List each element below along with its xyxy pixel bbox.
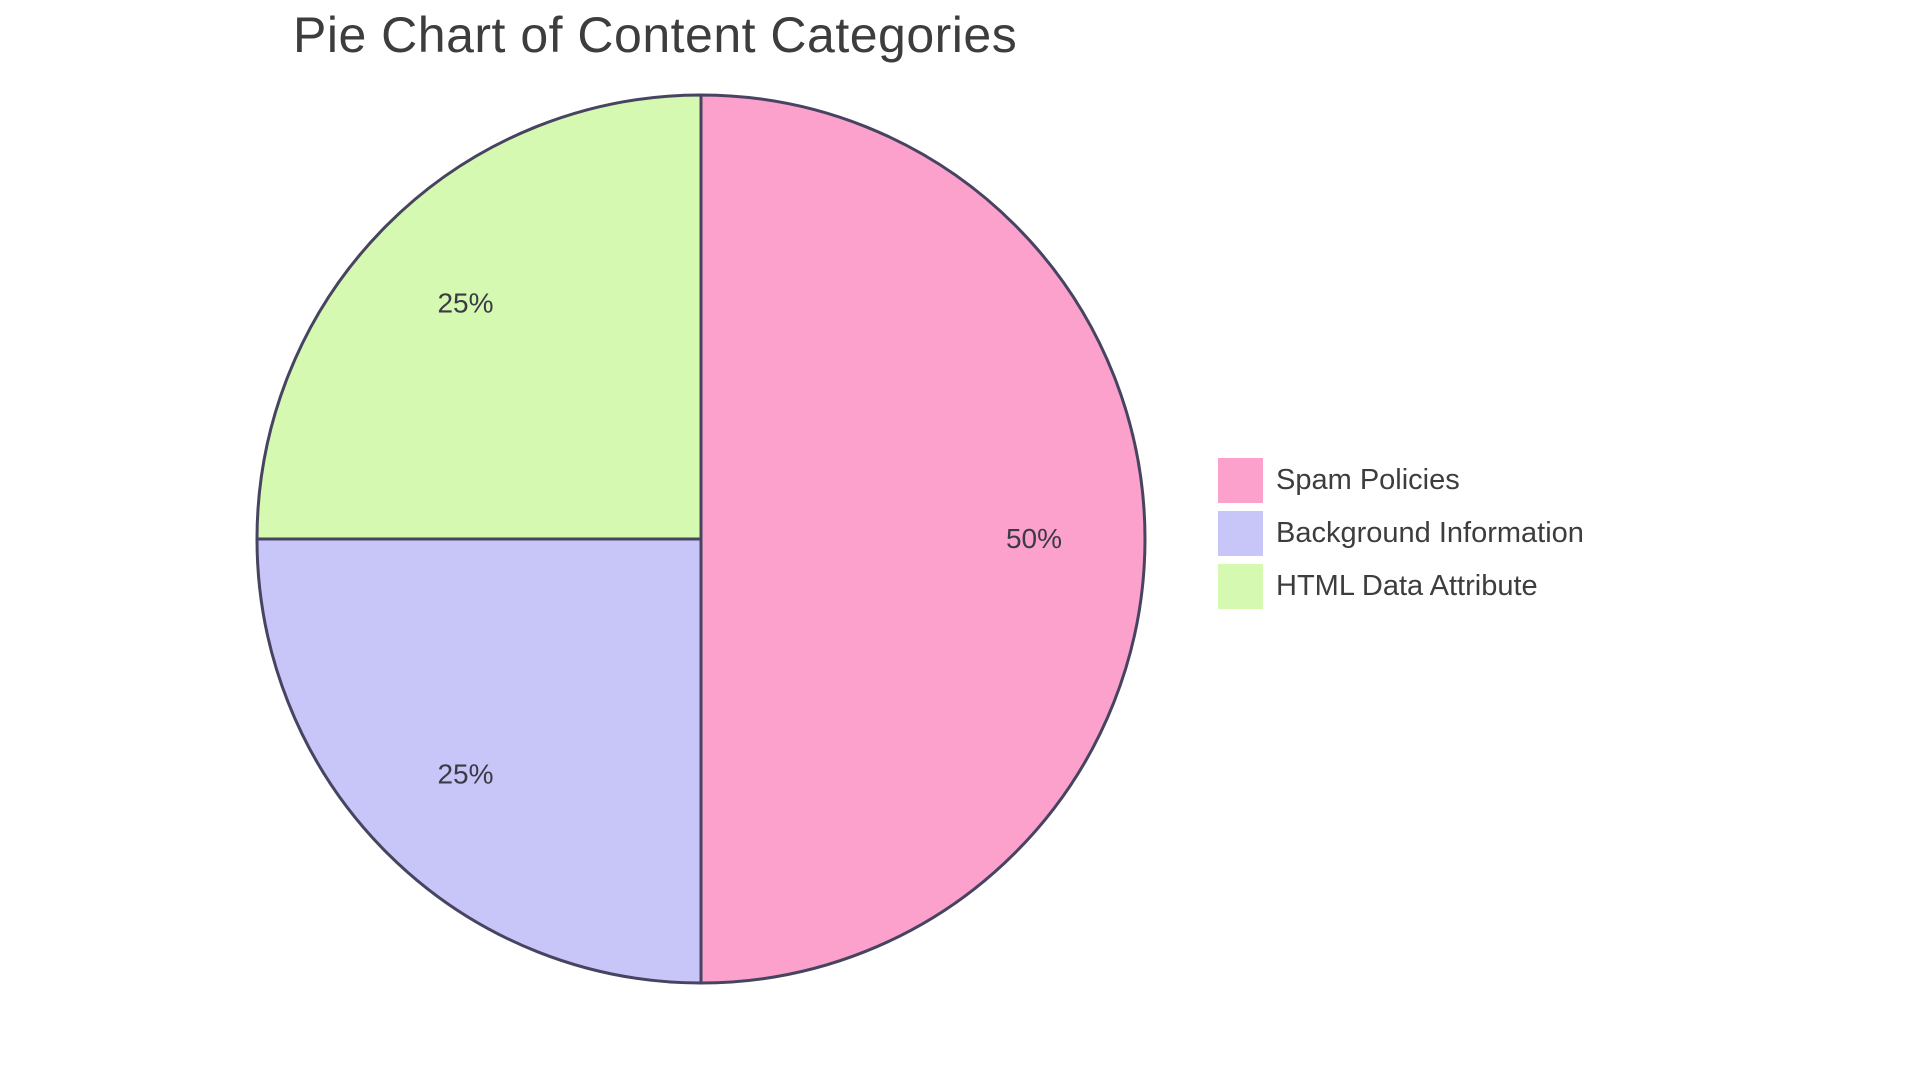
legend-label: Spam Policies — [1276, 464, 1460, 496]
chart-title: Pie Chart of Content Categories — [293, 7, 1018, 63]
legend-item-background-information[interactable]: Background Information — [1218, 511, 1584, 556]
pie-slice-html-data-attribute[interactable] — [255, 93, 703, 541]
legend-label: HTML Data Attribute — [1276, 570, 1538, 602]
pie-slice-label: 25% — [437, 288, 493, 319]
legend: Spam Policies Background Information HTML … — [1218, 458, 1584, 609]
legend-swatch — [1218, 458, 1263, 503]
pie-slice-label: 50% — [1006, 523, 1062, 554]
legend-item-html-data-attribute[interactable]: HTML Data Attribute — [1218, 564, 1584, 609]
pie-slice-label: 25% — [437, 759, 493, 790]
pie-slice-background-information[interactable] — [255, 537, 703, 985]
legend-swatch — [1218, 564, 1263, 609]
legend-label: Background Information — [1276, 517, 1584, 549]
legend-item-spam-policies[interactable]: Spam Policies — [1218, 458, 1584, 503]
legend-swatch — [1218, 511, 1263, 556]
pie-slice-spam-policies[interactable] — [699, 93, 1147, 985]
